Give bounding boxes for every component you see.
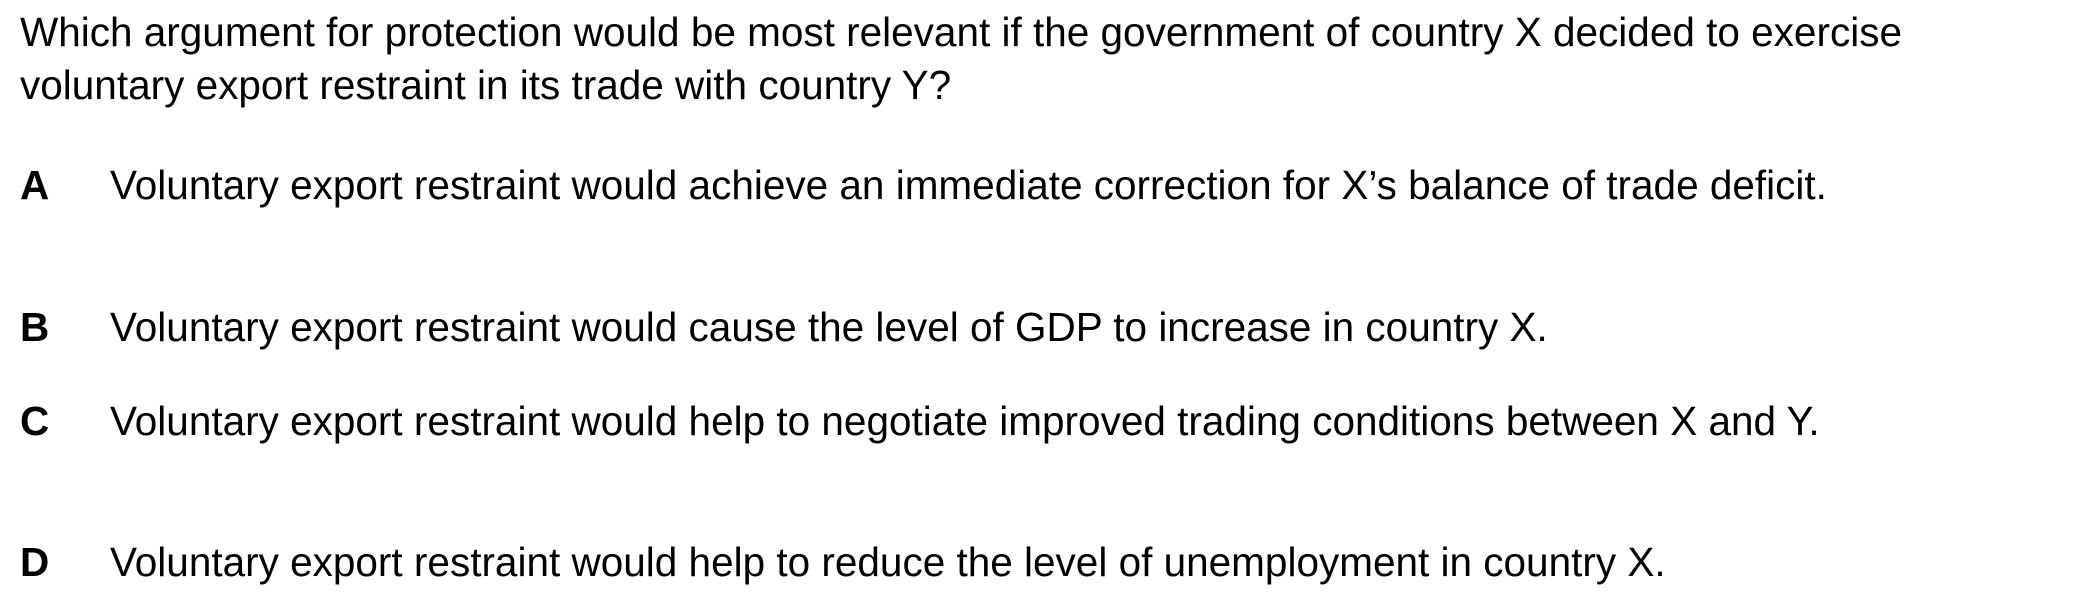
option-letter-c: C (20, 398, 50, 444)
option-text-c: Voluntary export restraint would help to… (110, 398, 1820, 444)
question-stem: Which argument for protection would be m… (20, 9, 1902, 108)
option-letter-b: B (20, 304, 50, 350)
option-text-d: Voluntary export restraint would help to… (110, 539, 1666, 585)
option-letter-a: A (20, 162, 50, 208)
option-text-a: Voluntary export restraint would achieve… (110, 162, 1827, 208)
option-letter-d: D (20, 539, 50, 585)
option-text-b: Voluntary export restraint would cause t… (110, 304, 1548, 350)
